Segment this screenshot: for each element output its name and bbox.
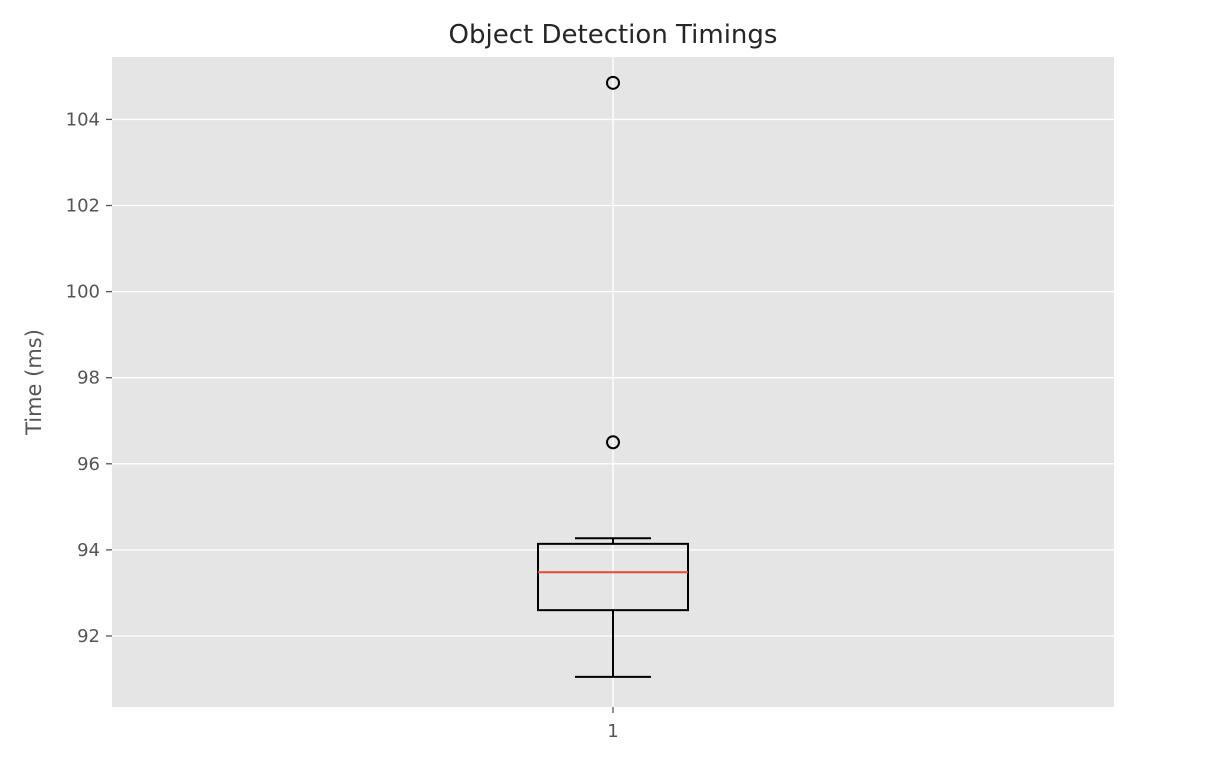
chart-title: Object Detection Timings [449,20,778,50]
y-tick-label-92: 92 [77,626,100,647]
box-series [537,75,689,678]
x-tick-label-1: 1 [607,721,618,742]
outlier-point-1 [606,435,620,450]
y-tick-label-104: 104 [66,109,100,130]
interquartile-box [537,542,689,612]
y-tick-label-102: 102 [66,196,100,217]
y-tick-label-98: 98 [77,368,100,389]
outlier-point-2 [606,75,620,90]
y-tick-label-94: 94 [77,540,100,561]
axes: 92 94 96 98 100 102 104 1 [66,109,619,742]
y-tick-label-96: 96 [77,454,100,475]
y-tick-label-100: 100 [66,282,100,303]
y-axis-label: Time (ms) [22,329,46,436]
grid-lines [112,57,1114,707]
